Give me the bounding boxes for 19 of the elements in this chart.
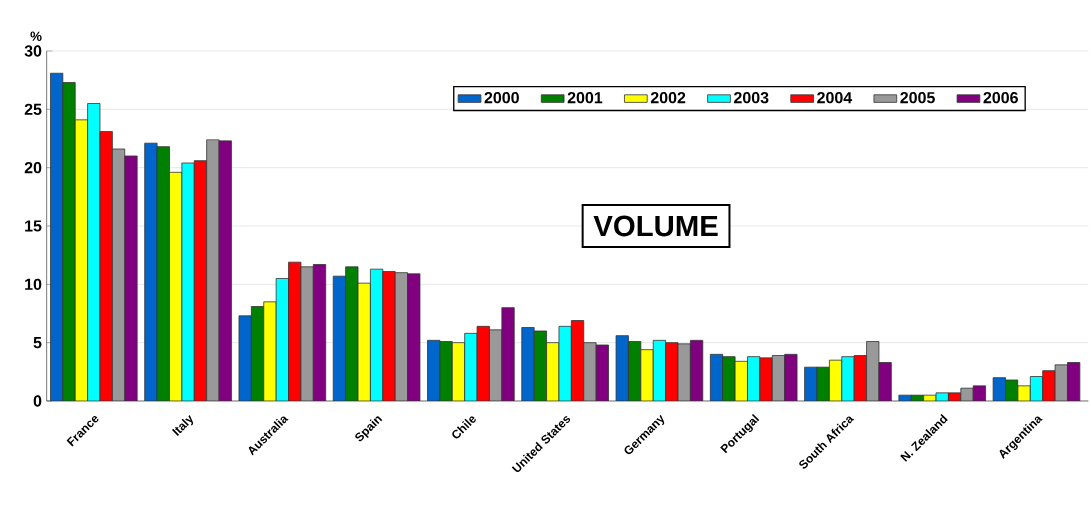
- legend-label: 2003: [734, 92, 769, 104]
- y-axis-title: %: [30, 31, 42, 41]
- bar: [124, 155, 138, 401]
- y-tick-label: 15: [25, 220, 42, 232]
- legend-label: 2006: [983, 92, 1018, 104]
- y-tick-label: 5: [33, 337, 42, 349]
- y-tick-label: 20: [24, 162, 42, 174]
- y-tick-label: 30: [24, 45, 42, 57]
- legend-label: 2000: [484, 92, 519, 104]
- bar: [640, 349, 654, 401]
- legend-label: 2005: [900, 92, 935, 104]
- legend-label: 2001: [567, 92, 603, 104]
- y-tick-label: 10: [25, 278, 42, 290]
- y-tick-label: 0: [33, 395, 42, 407]
- legend-label: 2004: [817, 92, 853, 104]
- y-tick-label: 25: [24, 103, 42, 115]
- annotation: VOLUME: [593, 215, 718, 237]
- legend-label: 2002: [650, 92, 686, 104]
- bar: [382, 271, 396, 401]
